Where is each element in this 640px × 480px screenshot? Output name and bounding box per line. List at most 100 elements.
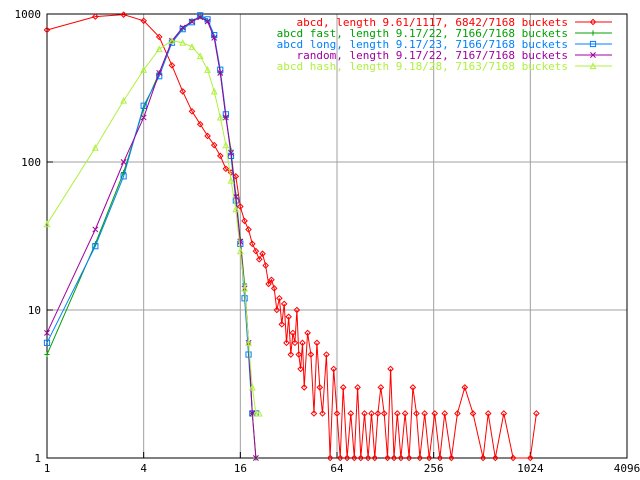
legend-label: random, length 9.17/22, 7167/7168 bucket…: [296, 49, 568, 62]
data-point-marker: [368, 410, 375, 417]
data-point-marker: [304, 329, 311, 337]
data-point-marker: [140, 66, 148, 73]
data-point-marker: [405, 454, 413, 462]
data-point-marker: [252, 409, 260, 417]
data-point-marker: [43, 339, 51, 346]
data-point-marker: [222, 165, 230, 173]
data-point-marker: [293, 306, 301, 314]
data-point-marker: [216, 152, 224, 160]
data-point-marker: [227, 176, 235, 184]
data-point-marker: [255, 409, 263, 417]
x-tick-label: 1024: [517, 462, 544, 475]
data-point-marker: [336, 454, 344, 462]
series-line: [46, 16, 257, 459]
data-point-marker: [527, 454, 534, 462]
data-point-marker: [441, 410, 449, 417]
data-point-marker: [283, 339, 290, 347]
data-point-marker: [92, 13, 99, 20]
grid-lines: [47, 14, 627, 458]
data-point-marker: [454, 410, 461, 417]
data-point-marker: [120, 159, 127, 165]
data-point-marker: [140, 17, 147, 25]
data-point-marker: [211, 34, 218, 41]
data-point-marker: [43, 220, 51, 228]
data-point-marker: [285, 313, 292, 321]
data-point-marker: [156, 69, 163, 76]
data-point-marker: [310, 410, 318, 417]
data-point-marker: [387, 365, 394, 373]
data-point-marker: [299, 339, 306, 347]
data-point-marker: [259, 250, 266, 258]
data-point-marker: [120, 96, 128, 104]
data-point-marker: [188, 108, 196, 115]
series-line: [46, 40, 260, 414]
data-point-marker: [245, 226, 252, 233]
data-point-marker: [589, 18, 597, 26]
series-line: [46, 16, 257, 459]
data-point-marker: [590, 30, 596, 36]
data-point-marker: [287, 351, 295, 358]
data-point-marker: [265, 280, 272, 288]
data-point-marker: [262, 262, 269, 269]
series-group: [43, 11, 540, 462]
data-point-marker: [228, 150, 234, 156]
data-point-marker: [343, 454, 351, 462]
data-point-marker: [371, 454, 379, 462]
x-tick-label: 16: [234, 462, 247, 475]
data-point-marker: [204, 132, 211, 140]
data-point-marker: [280, 300, 288, 308]
data-point-marker: [316, 384, 324, 391]
data-point-marker: [374, 410, 382, 417]
data-point-marker: [179, 88, 186, 95]
data-point-marker: [237, 203, 244, 210]
data-point-marker: [500, 410, 508, 417]
data-point-marker: [44, 329, 50, 336]
y-tick-label: 1: [34, 452, 41, 465]
data-point-marker: [241, 295, 248, 302]
series-5: [43, 36, 263, 417]
data-point-marker: [276, 294, 283, 302]
series-line: [46, 14, 256, 414]
legend-label: abcd fast, length 9.17/22, 7166/7168 buc…: [277, 27, 568, 40]
data-point-marker: [210, 141, 218, 149]
data-point-marker: [196, 52, 204, 60]
data-point-marker: [380, 410, 388, 417]
data-point-marker: [289, 329, 297, 337]
data-point-marker: [210, 87, 218, 95]
legend-label: abcd hash, length 9.18/28, 7163/7168 buc…: [277, 60, 568, 73]
data-point-marker: [120, 173, 127, 180]
data-point-marker: [252, 455, 259, 461]
data-point-marker: [236, 247, 244, 255]
data-point-marker: [297, 365, 304, 373]
data-point-marker: [425, 454, 433, 462]
data-point-marker: [333, 410, 341, 417]
y-axis-ticks: 1 10 100 1000: [15, 8, 53, 465]
data-point-marker: [204, 18, 211, 25]
data-point-marker: [232, 205, 240, 213]
data-point-marker: [291, 339, 299, 347]
data-point-marker: [92, 226, 99, 233]
data-point-marker: [92, 243, 99, 250]
data-point-marker: [390, 454, 398, 462]
y-tick-label: 1000: [15, 8, 42, 21]
data-point-marker: [409, 384, 417, 391]
data-point-marker: [461, 384, 469, 391]
data-point-marker: [91, 143, 99, 151]
data-point-marker: [413, 410, 420, 417]
data-point-marker: [44, 351, 50, 358]
data-point-marker: [255, 256, 263, 263]
x-tick-label: 4: [140, 462, 147, 475]
series-4: [44, 14, 259, 461]
data-point-marker: [484, 410, 492, 417]
data-point-marker: [479, 454, 487, 462]
data-point-marker: [377, 384, 385, 391]
data-point-marker: [216, 113, 224, 121]
data-point-marker: [492, 454, 499, 462]
x-tick-label: 64: [330, 462, 344, 475]
data-point-marker: [364, 454, 372, 462]
data-point-marker: [350, 454, 358, 462]
data-point-marker: [179, 26, 186, 33]
data-point-marker: [179, 24, 186, 31]
data-point-marker: [533, 410, 540, 417]
data-point-marker: [140, 102, 147, 109]
